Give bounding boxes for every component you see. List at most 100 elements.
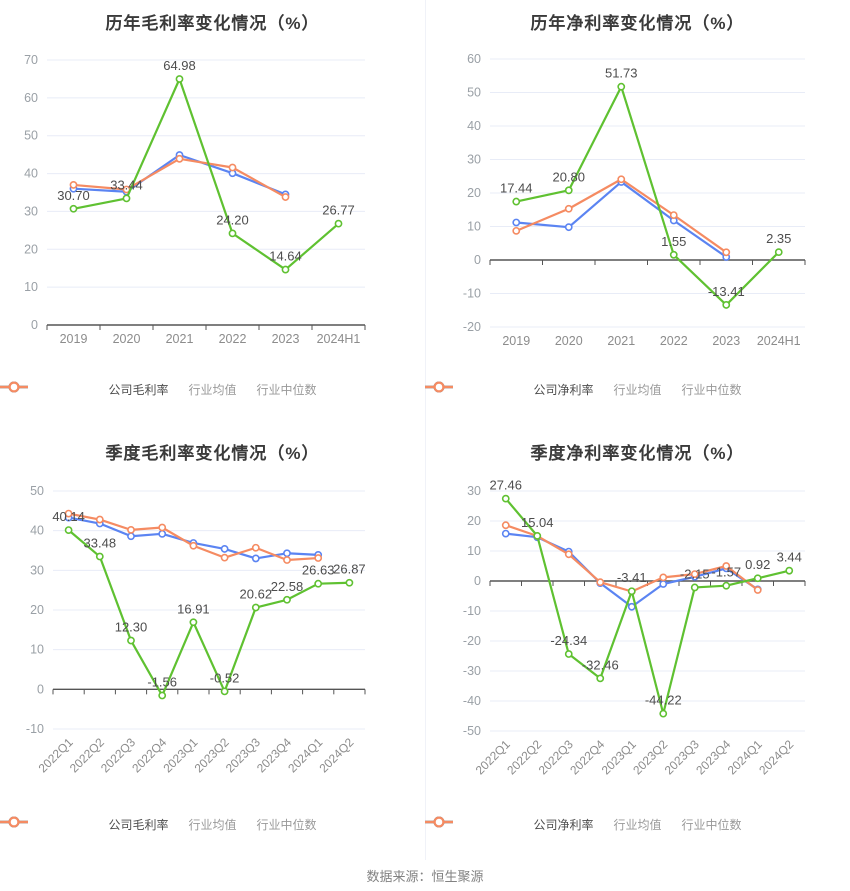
legend-label: 行业中位数 [256,818,317,832]
data-point-industry-average [627,602,636,611]
legend-item-industry-median[interactable]: 行业中位数 [0,381,317,398]
y-axis-tick-label: 10 [467,220,481,234]
data-label-company-gross-margin: 33.44 [110,177,143,192]
data-point-industry-median [95,515,104,524]
y-axis-tick-label: -20 [463,634,481,648]
legend-item-industry-average[interactable]: 行业均值 [425,381,662,398]
y-axis-tick-label: 10 [24,280,38,294]
legend-label: 公司净利率 [533,818,594,832]
legend-label: 行业均值 [188,818,237,832]
data-point-company-gross-margin [175,75,184,83]
y-axis-tick-label: 0 [31,318,38,332]
chart-legend: 公司毛利率 行业均值 行业中位数 [0,381,425,398]
y-axis-tick-label: 60 [467,52,481,66]
data-label-company-net-margin: 2.35 [766,231,791,246]
data-label-company-gross-margin: 14.64 [269,249,302,264]
data-point-industry-median [617,175,626,184]
data-point-industry-average [501,529,510,538]
legend-item-company-net-margin[interactable]: 公司净利率 [425,816,594,833]
data-point-industry-median [158,523,167,532]
y-axis-tick-label: 20 [467,514,481,528]
data-label-company-gross-margin: -1.56 [147,675,177,690]
data-point-industry-median [281,193,290,201]
y-axis-tick-label: 20 [30,603,44,617]
data-label-company-net-margin: 20.80 [552,169,585,184]
data-point-industry-median [501,521,510,530]
data-point-industry-median [314,554,323,562]
data-point-industry-median [228,163,237,172]
y-axis-tick-label: 60 [24,91,38,105]
y-axis-tick-label: 0 [474,253,481,267]
legend-item-industry-median[interactable]: 行业中位数 [0,816,317,833]
data-point-industry-average [158,529,167,538]
data-point-industry-median [251,543,260,552]
legend-label: 行业中位数 [681,818,742,832]
chart-title-annual-net-margin: 历年净利率变化情况（%） [530,14,745,33]
data-label-company-net-margin: -1.57 [711,565,741,580]
data-point-industry-average [564,223,573,232]
legend-label: 公司净利率 [533,383,594,397]
series-line-company-gross-margin [67,529,351,697]
chart-plot-company-gross-margin: 50403020100-102022Q12022Q22022Q32022Q420… [26,484,366,775]
data-point-industry-median [659,573,668,582]
legend-label: 行业均值 [188,383,237,397]
chart-panel-quarterly-gross-margin: 季度毛利率变化情况（%） 50 40 30 20 10 0 -10 2022Q1 2022Q2 2… [0,430,425,860]
charts-grid: 历年毛利率变化情况（%） 70 60 50 40 30 20 10 0 2019 2020 2021… [0,14,850,860]
chart-plot-company-gross-margin: 70 60 50 40 30 20 10 0 2019 2020 2021 2022 2023 2024H… [24,53,366,346]
legend-item-company-net-margin[interactable]: 公司净利率 [425,381,594,398]
data-label-company-gross-margin: 22.58 [271,579,304,594]
y-axis-tick-label: -10 [463,287,481,301]
data-label-company-net-margin: -44.22 [645,693,682,708]
y-axis-tick-label: -40 [463,694,481,708]
y-axis-tick-label: -10 [463,604,481,618]
data-label-company-net-margin: -24.34 [550,633,587,648]
legend-item-industry-average[interactable]: 行业均值 [0,381,237,398]
data-point-industry-average [283,549,291,558]
data-point-company-net-margin [690,583,699,592]
data-label-company-net-margin: 3.44 [777,550,802,565]
series-line-company-net-margin [504,497,791,715]
series-line-company-net-margin [515,85,780,307]
data-point-company-net-margin [785,566,794,575]
data-label-company-gross-margin: 26.77 [322,203,355,218]
data-label-company-gross-margin: 12.30 [115,620,148,635]
data-label-company-gross-margin: 16.91 [177,601,210,616]
legend-marker-industry-median [0,381,28,393]
data-source-note: 数据来源：恒生聚源 [366,869,484,884]
data-point-industry-median [283,556,291,564]
data-point-company-gross-margin [220,687,229,696]
data-point-industry-median [690,570,699,578]
data-label-company-net-margin: 0.92 [745,557,770,572]
x-axis-tick-label: 2024Q2 [756,737,796,777]
legend-item-company-gross-margin[interactable]: 公司毛利率 [0,381,168,398]
data-label-company-net-margin: -2.15 [680,566,710,581]
data-point-company-net-margin [501,494,510,503]
y-axis-tick-label: 10 [30,643,44,657]
data-point-industry-median [175,154,184,163]
data-point-company-gross-margin [345,578,354,587]
data-point-company-gross-margin [314,579,323,588]
data-point-company-net-margin [669,250,678,259]
x-axis-tick-label: 2022 [660,334,688,348]
y-axis-tick-label: 30 [30,563,44,577]
x-axis-tick-label: 2019 [60,332,88,346]
data-label-company-gross-margin: 33.48 [84,536,117,551]
data-point-industry-median [722,562,731,570]
y-axis-tick-label: -20 [463,320,481,334]
data-label-company-gross-margin: 24.20 [216,212,249,227]
legend-item-company-gross-margin[interactable]: 公司毛利率 [0,816,168,833]
legend-item-industry-median[interactable]: 行业中位数 [425,816,742,833]
chart-plot-company-net-margin: 60 50 40 30 20 10 0 -10 -20 2019 2020 2021 2022 2023 2… [463,52,806,348]
data-point-industry-median [753,586,762,594]
legend-item-industry-average[interactable]: 行业均值 [425,816,662,833]
legend-marker-industry-median [425,816,453,828]
data-point-industry-median [64,509,73,518]
legend-item-industry-median[interactable]: 行业中位数 [425,381,742,398]
chart-panel-quarterly-net-margin: 季度净利率变化情况（%） 30 20 10 0 -10 -20 -30 -40 -50 2022Q… [425,430,850,860]
legend-label: 行业中位数 [256,383,317,397]
series-line-industry-median [515,178,728,254]
legend-item-industry-average[interactable]: 行业均值 [0,816,237,833]
legend-label: 行业中位数 [681,383,742,397]
y-axis-tick-label: 40 [30,524,44,538]
y-axis-tick-label: 20 [467,186,481,200]
